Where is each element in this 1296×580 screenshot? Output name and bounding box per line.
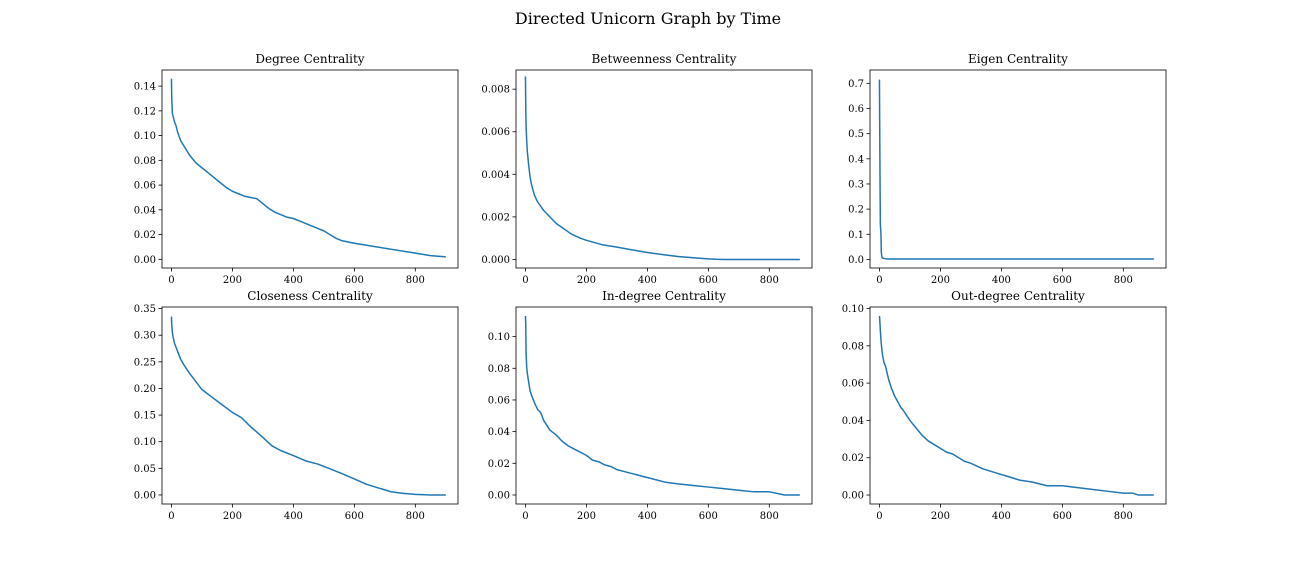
y-tick-label: 0.02: [488, 459, 510, 470]
x-tick-label: 600: [699, 275, 718, 286]
subplot-1: Degree Centrality 0 200 400 600 800 0.00 0.02 0.…: [134, 52, 459, 286]
series-line: [878, 315, 1154, 496]
series-line: [170, 78, 446, 258]
x-tick-label: 400: [638, 275, 657, 286]
x-tick-label: 600: [345, 511, 364, 522]
subplot-4: Closeness Centrality 0 200 400 600 800 0.00 0.0…: [134, 289, 459, 522]
x-tick-label: 600: [1053, 511, 1072, 522]
y-tick-label: 0.20: [134, 384, 156, 395]
y-tick-label: 0.06: [134, 181, 156, 192]
x-tick-label: 800: [760, 275, 779, 286]
y-tick-label: 0.00: [134, 255, 156, 266]
y-tick-label: 0.00: [488, 490, 510, 501]
y-tick-label: 0.1: [848, 230, 864, 241]
subplot-title: Closeness Centrality: [247, 289, 373, 303]
x-tick-label: 0: [522, 275, 528, 286]
x-tick-label: 0: [522, 511, 528, 522]
series-line: [524, 316, 800, 496]
y-tick-label: 0.2: [848, 205, 864, 216]
x-tick-label: 200: [223, 511, 242, 522]
subplot-6: Out-degree Centrality 0 200 400 600 800 0.00 0.…: [842, 289, 1167, 522]
y-tick-label: 0.008: [481, 85, 510, 96]
x-tick-label: 800: [760, 511, 779, 522]
y-tick-label: 0.06: [842, 379, 864, 390]
subplot-5: In-degree Centrality 0 200 400 600 800 0.00 0.0…: [488, 289, 813, 522]
x-tick-label: 800: [1114, 275, 1133, 286]
x-tick-label: 200: [931, 511, 950, 522]
x-tick-label: 800: [406, 511, 425, 522]
subplot-title: Eigen Centrality: [968, 52, 1068, 66]
y-tick-label: 0.08: [134, 156, 156, 167]
subplot-3: Eigen Centrality 0 200 400 600 800 0.0 0.1 0.2 0.…: [848, 52, 1167, 286]
y-tick-label: 0.5: [848, 129, 864, 140]
x-tick-label: 600: [699, 511, 718, 522]
y-tick-label: 0.3: [848, 179, 864, 190]
y-tick-label: 0.006: [481, 127, 510, 138]
y-tick-label: 0.04: [134, 205, 156, 216]
axes-frame: [869, 69, 1167, 269]
x-tick-label: 600: [345, 275, 364, 286]
y-tick-label: 0.10: [488, 332, 510, 343]
series-line: [170, 316, 446, 496]
x-tick-label: 0: [876, 511, 882, 522]
subplot-title: Betweenness Centrality: [592, 52, 737, 66]
y-tick-label: 0.004: [481, 170, 510, 181]
x-tick-label: 200: [223, 275, 242, 286]
x-tick-label: 400: [284, 511, 303, 522]
y-tick-label: 0.25: [134, 357, 156, 368]
y-tick-label: 0.30: [134, 331, 156, 342]
y-tick-label: 0.7: [848, 79, 864, 90]
axes-frame: [161, 306, 459, 505]
x-tick-label: 400: [284, 275, 303, 286]
series-line: [524, 76, 800, 261]
x-tick-label: 400: [638, 511, 657, 522]
axes-frame: [515, 306, 813, 505]
y-tick-label: 0.0: [848, 255, 864, 266]
x-tick-label: 0: [168, 511, 174, 522]
x-tick-label: 0: [168, 275, 174, 286]
y-tick-label: 0.08: [488, 364, 510, 375]
x-tick-label: 800: [406, 275, 425, 286]
x-tick-label: 600: [1053, 275, 1072, 286]
y-tick-label: 0.000: [481, 255, 510, 266]
y-tick-label: 0.04: [488, 427, 510, 438]
x-tick-label: 200: [577, 275, 596, 286]
figure-title: Directed Unicorn Graph by Time: [514, 9, 782, 28]
y-tick-label: 0.14: [134, 82, 156, 93]
x-tick-label: 800: [1114, 511, 1133, 522]
axes-frame: [869, 306, 1167, 505]
y-tick-label: 0.12: [134, 106, 156, 117]
axes-frame: [515, 69, 813, 269]
y-tick-label: 0.02: [842, 453, 864, 464]
x-tick-label: 200: [931, 275, 950, 286]
y-tick-label: 0.002: [481, 212, 510, 223]
x-tick-label: 200: [577, 511, 596, 522]
y-tick-label: 0.08: [842, 341, 864, 352]
y-tick-label: 0.10: [842, 304, 864, 315]
x-tick-label: 400: [992, 275, 1011, 286]
subplot-title: In-degree Centrality: [602, 289, 726, 303]
series-line: [878, 79, 1154, 260]
y-tick-label: 0.4: [848, 154, 864, 165]
x-tick-label: 0: [876, 275, 882, 286]
y-tick-label: 0.06: [488, 395, 510, 406]
y-tick-label: 0.02: [134, 230, 156, 241]
y-tick-label: 0.10: [134, 131, 156, 142]
x-tick-label: 400: [992, 511, 1011, 522]
y-tick-label: 0.04: [842, 416, 864, 427]
subplot-title: Out-degree Centrality: [951, 289, 1085, 303]
y-tick-label: 0.10: [134, 437, 156, 448]
y-tick-label: 0.00: [842, 491, 864, 502]
axes-frame: [161, 69, 459, 269]
y-tick-label: 0.6: [848, 104, 864, 115]
subplot-title: Degree Centrality: [255, 52, 364, 66]
y-tick-label: 0.00: [134, 490, 156, 501]
y-tick-label: 0.35: [134, 304, 156, 315]
y-tick-label: 0.05: [134, 464, 156, 475]
subplot-2: Betweenness Centrality 0 200 400 600 800 0.000…: [481, 52, 813, 286]
y-tick-label: 0.15: [134, 411, 156, 422]
